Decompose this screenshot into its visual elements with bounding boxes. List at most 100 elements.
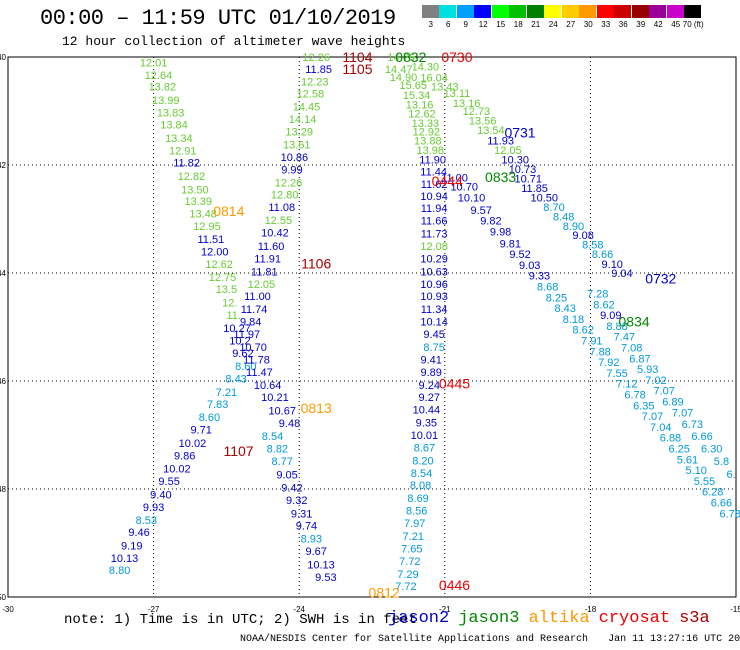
wave-height-value: 9.81 xyxy=(500,238,521,250)
wave-height-value: 7.07 xyxy=(653,386,674,398)
wave-height-value: 12.05 xyxy=(248,279,276,291)
legend-altika: altika xyxy=(528,609,590,628)
pass-time-label: 1106 xyxy=(301,255,331,271)
wave-height-value: 10.14 xyxy=(420,317,448,329)
wave-height-value: 8.69 xyxy=(407,493,428,505)
wave-height-value: 11.00 xyxy=(441,172,468,184)
wave-height-value: 6.78 xyxy=(624,390,645,402)
wave-height-value: 7.21 xyxy=(216,387,237,399)
wave-height-value: 9.27 xyxy=(419,392,440,404)
wave-height-value: 9.52 xyxy=(509,249,530,261)
wave-height-value: 6.25 xyxy=(669,444,690,456)
wave-height-value: 9.31 xyxy=(291,508,312,520)
wave-height-value: 12.62 xyxy=(408,109,436,121)
wave-height-value: 11.94 xyxy=(421,203,448,215)
wave-height-value: 8.62 xyxy=(572,325,593,337)
map-title: 00:00 – 11:59 UTC 01/10/2019 xyxy=(40,6,396,31)
wave-height-value: 12.23 xyxy=(301,76,329,88)
wave-height-value: 11.91 xyxy=(254,253,281,265)
wave-height-value: 6.78 xyxy=(719,508,740,520)
wave-height-value: 12.00 xyxy=(201,246,229,258)
wave-height-value: 13.48 xyxy=(189,209,217,221)
pass-time-label: 0834 xyxy=(619,314,650,330)
wave-height-value: 6.89 xyxy=(662,397,683,409)
wave-height-value: 8.53 xyxy=(136,515,157,527)
wave-height-value: 13.29 xyxy=(285,127,313,139)
wave-height-value: 10.70 xyxy=(450,182,478,194)
wave-height-value: 14.76 xyxy=(387,52,415,64)
wave-height-value: 7.21 xyxy=(403,531,424,543)
wave-height-observations: 12.0112.6413.8213.9913.8313.8413.3412.91… xyxy=(109,52,740,593)
lat-tick-label: -48 xyxy=(0,485,7,494)
wave-height-value: 12.73 xyxy=(463,106,491,118)
wave-height-value: 12.92 xyxy=(413,127,441,139)
colorbar-label: 36 xyxy=(618,20,628,29)
wave-height-value: 7.07 xyxy=(672,407,693,419)
wave-height-value: 12.26 xyxy=(275,177,303,189)
wave-height-value: 10.29 xyxy=(420,253,448,265)
wave-height-value: 5.10 xyxy=(685,465,706,477)
wave-height-value: 12.08 xyxy=(420,241,448,253)
colorbar-swatch xyxy=(684,5,703,18)
wave-height-value: 8.62 xyxy=(593,299,614,311)
wave-height-value: 8.25 xyxy=(546,292,567,304)
wave-height-colorbar: 3 6 9 12 15 18 21 24 27 30 33 36 39 42 45 70 (ft) xyxy=(421,5,704,29)
wave-height-value: 10.93 xyxy=(420,291,448,303)
pass-time-label: 0832 xyxy=(395,49,426,65)
wave-height-value: 10.13 xyxy=(307,560,335,572)
credit-org: NOAA/NESDIS Center for Satellite Applica… xyxy=(240,634,589,645)
axis-tick-labels: -40 -42 -44 -46 -48 -50 -30 -27 -24 -21 -18 -15 xyxy=(0,53,740,614)
wave-height-value: 7.07 xyxy=(642,411,663,423)
wave-height-value: 12.01 xyxy=(140,57,168,69)
wave-height-value: 15.34 xyxy=(403,90,431,102)
wave-height-value: 11.78 xyxy=(243,354,270,366)
lat-tick-label: -40 xyxy=(0,53,7,62)
credit-line: NOAA/NESDIS Center for Satellite Applica… xyxy=(240,634,740,645)
wave-height-value: 7.83 xyxy=(207,399,228,411)
wave-height-value: 14.30 xyxy=(412,62,440,74)
wave-height-value: 13.83 xyxy=(157,108,185,120)
wave-height-value: 9.57 xyxy=(470,205,491,217)
wave-height-value: 9.98 xyxy=(490,226,511,238)
wave-height-value: 12.58 xyxy=(297,89,325,101)
wave-height-value: 13.82 xyxy=(149,82,177,94)
colorbar-label: 24 xyxy=(548,20,558,29)
wave-height-value: 7.72 xyxy=(399,556,420,568)
wave-height-value: 9.62 xyxy=(232,348,253,360)
wave-height-value: 8.68 xyxy=(537,282,558,294)
wave-height-value: 9.74 xyxy=(296,521,317,533)
wave-height-value: 13.88 xyxy=(414,136,442,148)
units-note: note: 1) Time is in UTC; 2) SWH is in fe… xyxy=(64,612,417,628)
wave-height-value: 10.63 xyxy=(420,266,448,278)
wave-height-value: 7.88 xyxy=(589,346,610,358)
wave-height-value: 5.61 xyxy=(677,454,698,466)
map-subtitle: 12 hour collection of altimeter wave hei… xyxy=(62,34,406,49)
wave-height-value: 6.73 xyxy=(682,419,703,431)
wave-height-value: 10.86 xyxy=(281,152,309,164)
legend-s3a: s3a xyxy=(679,609,710,628)
wave-height-value: 13.16 xyxy=(406,100,434,112)
wave-height-value: 9.40 xyxy=(150,489,171,501)
wave-height-value: 11.82 xyxy=(173,157,200,169)
wave-height-value: 5.93 xyxy=(637,364,658,376)
wave-height-value: 9.41 xyxy=(420,354,441,366)
colorbar-label: 33 xyxy=(601,20,611,29)
wave-height-value: 8.75 xyxy=(423,342,444,354)
pass-time-label: 0814 xyxy=(213,203,244,219)
wave-height-value: 7.28 xyxy=(587,289,608,301)
wave-height-value: 10.13 xyxy=(111,553,139,565)
wave-height-value: 11. xyxy=(226,310,240,322)
wave-height-value: 8.88 xyxy=(606,321,627,333)
wave-height-value: 11.47 xyxy=(246,367,273,379)
wave-height-value: 9.48 xyxy=(279,418,300,430)
wave-height-value: 10.02 xyxy=(179,438,207,450)
wave-height-value: 9.42 xyxy=(281,482,302,494)
wave-height-value: 8.70 xyxy=(543,202,564,214)
wave-height-value: 10.70 xyxy=(239,342,267,354)
wave-height-value: 14.45 xyxy=(293,102,321,114)
wave-height-value: 11.90 xyxy=(419,155,446,167)
wave-height-value: 12.82 xyxy=(178,171,206,183)
colorbar-label: 18 xyxy=(513,20,523,29)
pass-time-label: 0813 xyxy=(301,400,332,416)
